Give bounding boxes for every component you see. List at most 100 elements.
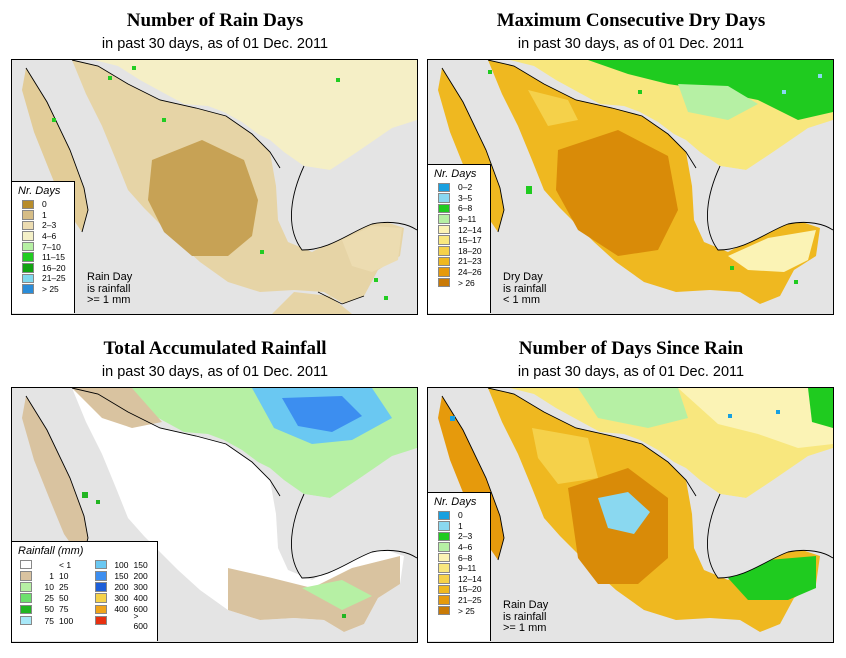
legend-row: 0 [428,510,490,521]
map-accumulated-rainfall: Rainfall (mm) < 1 1 10 10 25 25 50 50 75 75 100 10… [11,387,418,643]
panel-title: Number of Days Since Rain [518,338,744,359]
note-line: is rainfall [503,282,547,295]
legend-swatch [438,595,450,605]
legend-label: 9–11 [458,214,477,225]
legend-row: 1 10 [12,570,83,581]
legend-label: 2–3 [42,220,57,231]
legend-title: Rainfall (mm) [18,545,84,557]
note-line: Dry Day [503,271,543,283]
dry-day-definition: Dry Day is rainfall < 1 mm [503,271,547,307]
legend-swatch [438,510,450,521]
legend-swatch [438,193,450,203]
legend-row: 12–14 [428,224,490,235]
legend-row: 25 50 [12,593,83,604]
note-line: < 1 mm [503,294,540,306]
legend-row: 10 25 [12,581,83,592]
legend-swatch [94,570,107,581]
legend-title: Nr. Days [434,168,477,180]
legend-range-high: 300 [133,581,148,592]
panel-subtitle: in past 30 days, as of 01 Dec. 2011 [101,364,329,380]
legend-range-high: > 600 [133,610,148,631]
legend-swatch [438,214,450,224]
legend-range-high: 600 [133,604,148,615]
legend-range-high: 100 [59,615,74,626]
legend-dry-days: Nr. Days 0–2 3–5 6–8 9–11 12–14 15–17 18–20 21–… [428,164,491,313]
legend-rain-days: Nr. Days 0 1 2–3 4–6 7–10 11–15 16–20 21–25 > 25 [12,181,75,313]
legend-swatch [22,284,34,294]
legend-row: 2–3 [12,220,74,231]
legend-range-low: 75 [44,615,54,626]
rain-day-definition: Rain Day is rainfall >= 1 mm [87,271,132,307]
legend-range-high: 400 [133,593,148,604]
map-dry-days: Nr. Days 0–2 3–5 6–8 9–11 12–14 15–17 18–20 21–… [427,59,834,315]
legend-label: 18–20 [458,245,482,256]
legend-label: 16–20 [42,262,66,273]
note-line: is rainfall [503,610,547,623]
legend-row: 0 [12,199,74,210]
legend-row: 1 [428,521,490,532]
legend-label: 11–15 [42,252,66,263]
legend-swatch [94,582,107,592]
legend-range-high: 150 [133,559,148,570]
legend-items: 0 1 2–3 4–6 6–8 9–11 12–14 15–20 21–25 > 25 [428,510,490,616]
legend-swatch [438,574,450,584]
legend-label: 21–25 [42,273,66,284]
legend-swatch [438,256,450,267]
legend-label: 1 [42,209,47,220]
legend-row: 4–6 [12,231,74,242]
panel-subtitle: in past 30 days, as of 01 Dec. 2011 [517,364,745,380]
legend-grid: < 1 1 10 10 25 25 50 50 75 75 100 100 150 150 200 200 3… [12,559,158,631]
legend-range-high: 25 [59,581,69,592]
legend-label: 21–23 [458,256,482,267]
legend-row: 100 150 [87,559,158,570]
legend-range-high: 10 [59,570,69,581]
legend-row: 11–15 [12,252,74,263]
legend-range-low: 400 [114,604,129,615]
legend-label: 9–11 [458,563,477,574]
panel-subtitle: in past 30 days, as of 01 Dec. 2011 [517,36,745,52]
legend-label: 2–3 [458,531,473,542]
legend-swatch [20,604,32,615]
days-since-rain-map-graphic [428,388,833,642]
legend-range-low: 300 [114,593,129,604]
legend-swatch [438,277,450,288]
legend-range-low: 25 [44,593,54,604]
rainfall-map-graphic [12,388,417,642]
dry-days-map-graphic [428,60,833,314]
legend-label: 4–6 [42,231,57,242]
legend-swatch [94,593,107,603]
legend-row: 300 400 [87,593,158,604]
panel-title: Total Accumulated Rainfall [103,338,327,359]
legend-label: 12–14 [458,224,482,235]
legend-swatch [20,582,32,592]
legend-column-left: < 1 1 10 10 25 25 50 50 75 75 100 [12,559,83,626]
legend-row: < 1 [12,559,83,570]
legend-label: 15–20 [458,584,482,595]
legend-range-low: 1 [49,570,54,581]
legend-swatch [438,182,450,193]
legend-label: 0–2 [458,182,473,193]
note-line: is rainfall [87,282,131,295]
legend-label: 24–26 [458,267,482,278]
legend-swatch [438,584,450,595]
legend-range-low: 50 [44,604,54,615]
legend-items: 0–2 3–5 6–8 9–11 12–14 15–17 18–20 21–23 24–26 > … [428,182,490,288]
legend-label: 3–5 [458,192,473,203]
legend-swatch [22,231,34,241]
legend-label: 4–6 [458,542,473,553]
legend-swatch [20,559,32,570]
legend-row: > 26 [428,277,490,288]
legend-row: 4–6 [428,542,490,553]
legend-label: > 25 [458,605,475,616]
legend-label: 6–8 [458,203,473,214]
legend-row: 6–8 [428,552,490,563]
legend-label: 12–14 [458,573,482,584]
legend-swatch [94,559,107,570]
legend-swatch [438,552,450,563]
legend-row: 50 75 [12,604,83,615]
legend-row: 150 200 [87,570,158,581]
legend-row: 12–14 [428,574,490,585]
legend-row: 75 100 [12,615,83,626]
legend-row: 7–10 [12,241,74,252]
legend-row: 200 300 [87,581,158,592]
